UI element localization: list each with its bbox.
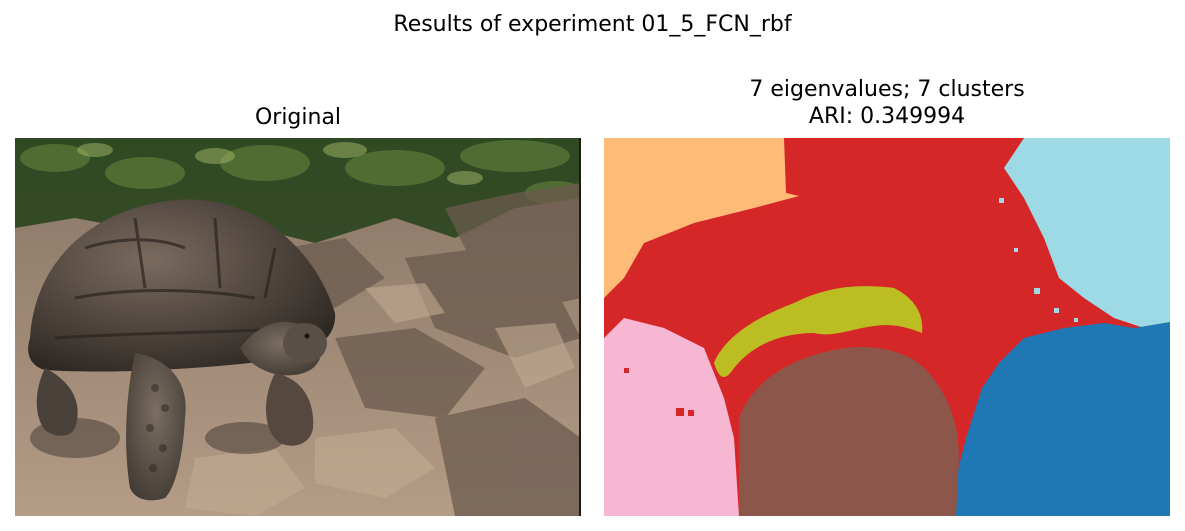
original-panel-title: Original (254, 105, 342, 130)
figure-title: Results of experiment 01_5_FCN_rbf (393, 12, 792, 37)
cluster-orange-region (604, 138, 799, 298)
segmentation-image (604, 138, 1170, 516)
segmentation-map (604, 138, 1170, 516)
segmentation-title-line1: 7 eigenvalues; 7 clusters (749, 77, 1025, 102)
cluster-light-blue-region (1004, 138, 1170, 330)
cluster-pink-region (604, 318, 739, 516)
segmentation-panel-title: 7 eigenvalues; 7 clusters ARI: 0.349994 (604, 76, 1170, 130)
tortoise-photo (15, 138, 581, 516)
cluster-blue-region (954, 322, 1170, 516)
cluster-brown-region (739, 347, 959, 516)
cluster-olive-region (714, 286, 923, 378)
segmentation-title-line2: ARI: 0.349994 (808, 104, 966, 129)
original-image (15, 138, 581, 516)
